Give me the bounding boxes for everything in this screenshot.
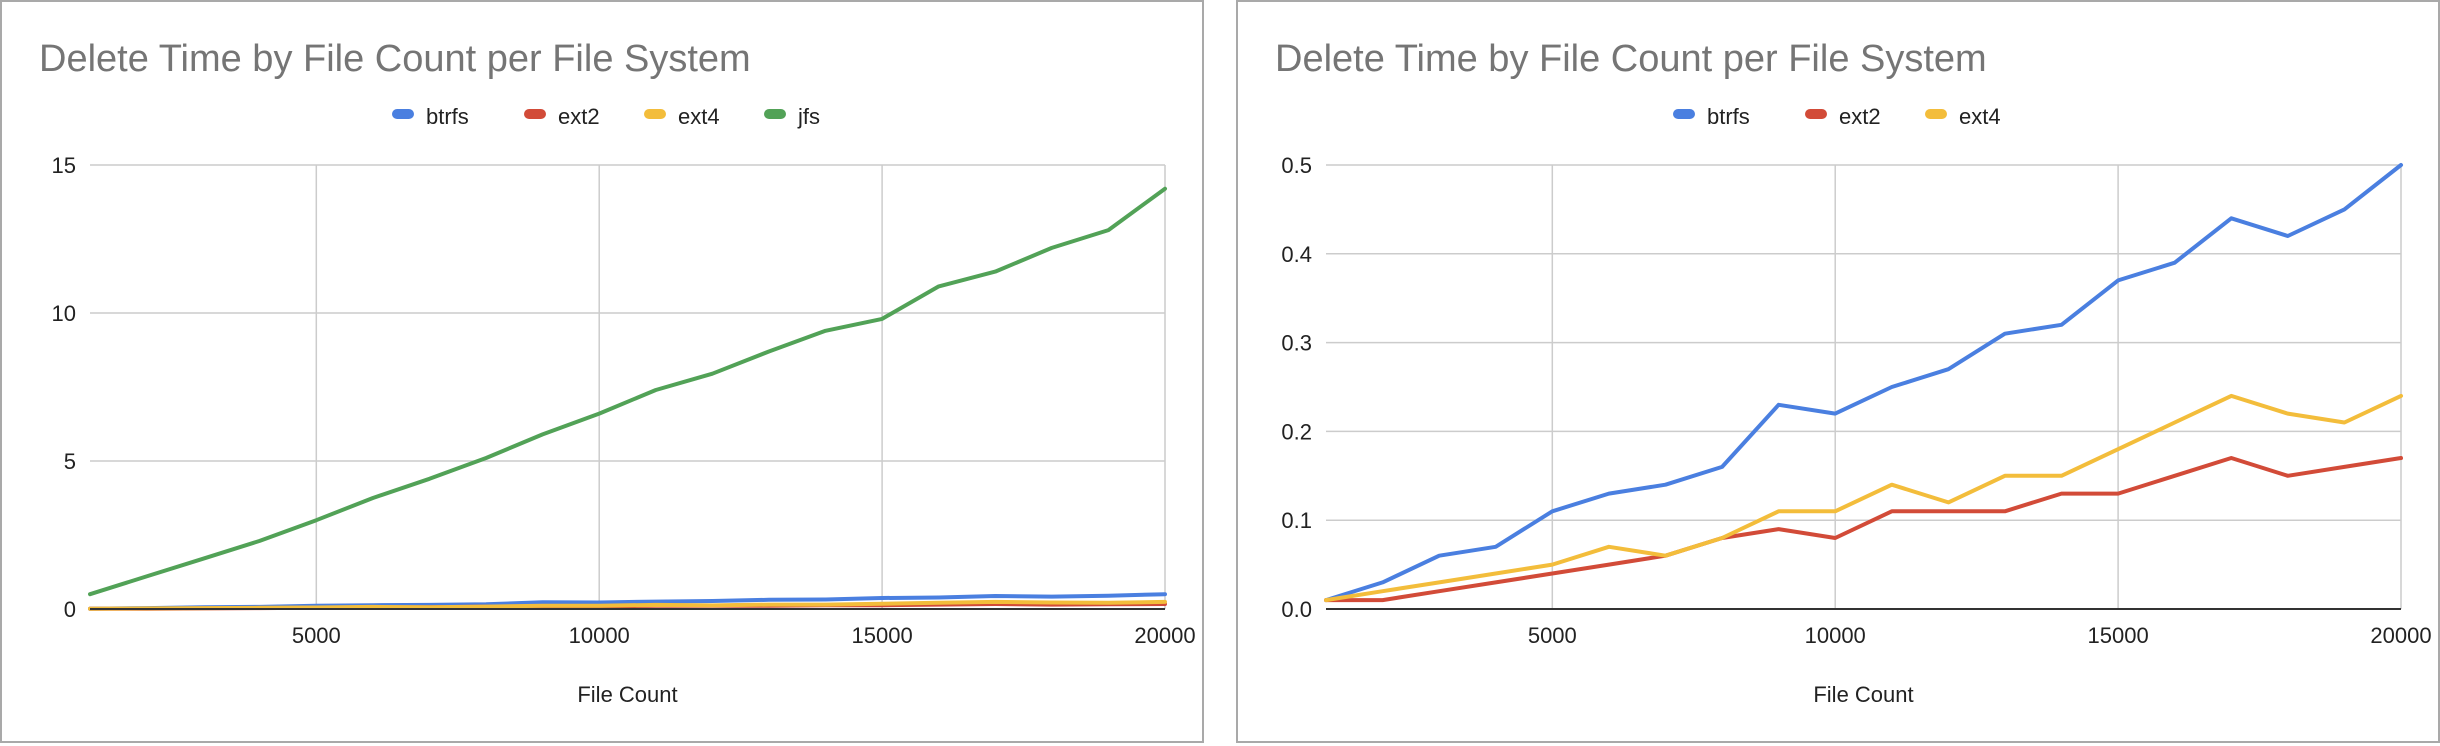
legend-swatch-jfs: [764, 109, 786, 119]
legend-label-btrfs: btrfs: [426, 104, 469, 129]
y-tick-label: 0.5: [1281, 153, 1312, 178]
legend-label-ext4: ext4: [1959, 104, 2001, 129]
y-tick-label: 5: [64, 449, 76, 474]
series-line-jfs: [88, 186, 1167, 597]
x-tick-label: 20000: [1134, 623, 1195, 648]
y-tick-label: 0.4: [1281, 242, 1312, 267]
legend-swatch-ext4: [1925, 109, 1947, 119]
chart-right-svg: Delete Time by File Count per File Syste…: [1275, 38, 2432, 707]
legend-swatch-ext2: [1805, 109, 1827, 119]
y-tick-label: 0.2: [1281, 419, 1312, 444]
x-tick-label: 5000: [292, 623, 341, 648]
x-tick-label: 20000: [2370, 623, 2431, 648]
series-line-ext2: [1324, 456, 2403, 603]
x-tick-label: 10000: [569, 623, 630, 648]
y-tick-label: 0.1: [1281, 508, 1312, 533]
series-line-ext4: [88, 599, 1167, 611]
x-tick-label: 15000: [2088, 623, 2149, 648]
chart-title: Delete Time by File Count per File Syste…: [1275, 38, 1987, 80]
legend-swatch-ext2: [524, 109, 546, 119]
legend-label-btrfs: btrfs: [1707, 104, 1750, 129]
x-tick-label: 15000: [852, 623, 913, 648]
series-line-btrfs: [1324, 163, 2403, 603]
x-axis-title: File Count: [1813, 682, 1913, 707]
x-tick-label: 10000: [1805, 623, 1866, 648]
legend-swatch-btrfs: [392, 109, 414, 119]
chart-left-svg: Delete Time by File Count per File Syste…: [39, 38, 1196, 707]
x-tick-label: 5000: [1528, 623, 1577, 648]
y-tick-label: 15: [52, 153, 76, 178]
legend-label-ext4: ext4: [678, 104, 720, 129]
legend-swatch-ext4: [644, 109, 666, 119]
y-tick-label: 10: [52, 301, 76, 326]
legend-swatch-btrfs: [1673, 109, 1695, 119]
chart-panel-left: Delete Time by File Count per File Syste…: [0, 0, 1204, 743]
y-tick-label: 0.3: [1281, 331, 1312, 356]
legend-label-jfs: jfs: [797, 104, 820, 129]
x-axis-title: File Count: [577, 682, 677, 707]
y-tick-label: 0: [64, 597, 76, 622]
y-tick-label: 0.0: [1281, 597, 1312, 622]
legend-label-ext2: ext2: [1839, 104, 1881, 129]
series-line-ext4: [1324, 393, 2403, 603]
legend-label-ext2: ext2: [558, 104, 600, 129]
chart-title: Delete Time by File Count per File Syste…: [39, 38, 751, 80]
chart-panel-right: Delete Time by File Count per File Syste…: [1236, 0, 2440, 743]
